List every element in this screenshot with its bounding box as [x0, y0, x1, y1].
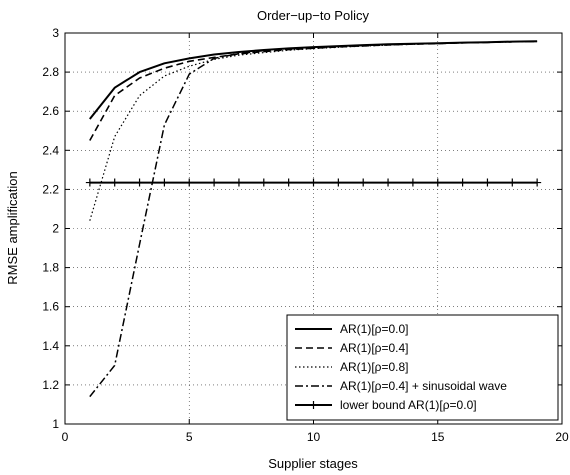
plus-marker [135, 178, 144, 187]
plus-marker [309, 178, 318, 187]
series-line-4 [89, 40, 538, 398]
plus-marker [284, 178, 293, 187]
plus-marker [234, 178, 243, 187]
series-layer [85, 40, 542, 398]
plus-marker [458, 178, 467, 187]
plus-marker [334, 178, 343, 187]
plus-marker [483, 178, 492, 187]
plus-marker [359, 178, 368, 187]
legend-label: AR(1)[ρ=0.0] [340, 322, 409, 336]
y-tick-label: 2 [52, 222, 59, 236]
plus-marker [533, 178, 542, 187]
legend-box [286, 314, 559, 421]
chart-title: Order−up−to Policy [257, 8, 370, 23]
y-axis-label: RMSE amplification [5, 171, 20, 284]
x-tick-label: 20 [555, 430, 569, 444]
x-tick-label: 5 [186, 430, 193, 444]
y-tick-label: 1 [52, 417, 59, 431]
plus-marker [210, 178, 219, 187]
plus-marker [508, 178, 517, 187]
y-tick-label: 1.2 [42, 378, 59, 392]
plus-marker [408, 178, 417, 187]
y-tick-label: 2.2 [42, 182, 59, 196]
x-tick-label: 10 [307, 430, 321, 444]
y-tick-label: 2.6 [42, 104, 59, 118]
plus-marker [160, 178, 169, 187]
x-tick-label: 15 [431, 430, 445, 444]
y-tick-label: 1.6 [42, 300, 59, 314]
legend-label: lower bound AR(1)[ρ=0.0] [340, 398, 477, 412]
y-tick-label: 2.8 [42, 65, 59, 79]
y-tick-label: 3 [52, 26, 59, 40]
x-tick-label: 0 [62, 430, 69, 444]
y-tick-label: 1.4 [42, 339, 59, 353]
legend-label: AR(1)[ρ=0.4] + sinusoidal wave [340, 379, 507, 393]
plus-marker [384, 178, 393, 187]
plus-marker [185, 178, 194, 187]
y-tick-label: 1.8 [42, 261, 59, 275]
legend-plus-marker [309, 401, 318, 409]
legend-label: AR(1)[ρ=0.8] [340, 360, 409, 374]
plus-marker [110, 178, 119, 187]
plus-marker [433, 178, 442, 187]
axis-ticks: 1 1.2 1.4 1.6 1.8 2 2.2 2.4 2.6 2.8 3 0 5 10 15 20 [42, 26, 569, 444]
x-axis-label: Supplier stages [268, 456, 358, 471]
plus-marker [259, 178, 268, 187]
legend: AR(1)[ρ=0.0] AR(1)[ρ=0.4] AR(1)[ρ=0.8] AR(1… [286, 314, 559, 421]
y-tick-label: 2.4 [42, 143, 59, 157]
plus-marker [85, 178, 94, 187]
legend-label: AR(1)[ρ=0.4] [340, 341, 409, 355]
series-line-1 [89, 40, 538, 120]
